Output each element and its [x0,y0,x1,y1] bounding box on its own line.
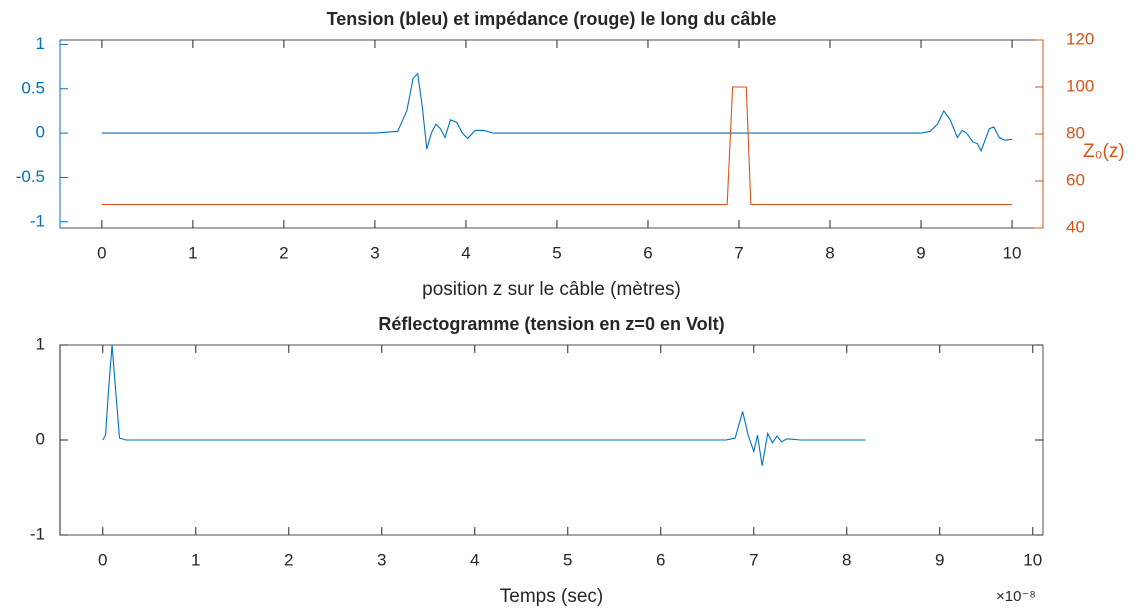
x-tick-label: 0 [97,243,106,262]
x-tick-label: 3 [370,243,379,262]
y-tick-label: -1 [30,524,45,543]
x-tick-label: 9 [916,243,925,262]
chart-title: Réflectogramme (tension en z=0 en Volt) [378,314,724,334]
x-tick-label: 1 [188,243,197,262]
x-axis-label: Temps (sec) [500,586,603,607]
y2-tick-label: 100 [1066,76,1094,95]
x-tick-label: 1 [191,550,200,569]
y-tick-label: 0 [36,429,45,448]
y2-axis-label: Z₀(z) [1083,141,1125,162]
y2-tick-label: 40 [1066,217,1085,236]
x-tick-label: 0 [98,550,107,569]
x-tick-label: 4 [461,243,470,262]
y2-tick-label: 60 [1066,170,1085,189]
data-line [101,72,1013,153]
y2-tick-label: 120 [1066,29,1094,48]
x-tick-label: 3 [377,550,386,569]
x-tick-label: 4 [470,550,479,569]
x-tick-label: 5 [563,550,572,569]
data-line [101,86,1013,206]
x-tick-label: 10 [1003,243,1022,262]
x-tick-label: 2 [284,550,293,569]
x-axis-label: position z sur le câble (mètres) [422,279,681,300]
x-tick-label: 2 [279,243,288,262]
x-tick-label: 5 [552,243,561,262]
y2-tick-label: 80 [1066,123,1085,142]
x-tick-label: 8 [825,243,834,262]
y-tick-label: 0 [36,123,45,142]
data-line [102,344,866,466]
x-tick-label: 9 [935,550,944,569]
y-tick-label: -1 [30,211,45,230]
y-tick-label: 0.5 [21,78,45,97]
x-tick-label: 10 [1023,550,1042,569]
x-tick-label: 6 [656,550,665,569]
y-tick-label: 1 [36,334,45,353]
x-tick-label: 8 [842,550,851,569]
x-tick-label: 7 [749,550,758,569]
x-tick-label: 7 [734,243,743,262]
chart-title: Tension (bleu) et impédance (rouge) le l… [327,9,777,29]
x-tick-label: 6 [643,243,652,262]
y-tick-label: -0.5 [16,167,45,186]
x-exponent: ×10⁻⁸ [996,588,1036,605]
y-tick-label: 1 [36,34,45,53]
